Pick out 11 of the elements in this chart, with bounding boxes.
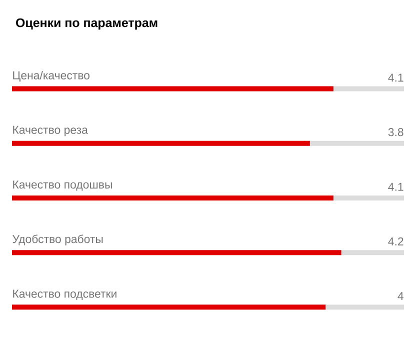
data-label: 4 [398, 292, 404, 300]
data-label: 4.1 [388, 74, 404, 82]
y-tick-label: Удобство работы [12, 234, 103, 246]
data-label: 3.8 [388, 128, 404, 136]
y-tick-label: Цена/качество [13, 70, 90, 82]
y-tick-label: Качество подсветки [13, 290, 116, 300]
data-label: 4.1 [388, 182, 404, 191]
chart-title: Оценки по параметрам [16, 18, 158, 30]
y-tick-label: Качество реза [13, 126, 88, 136]
data-label: 4.2 [388, 237, 404, 246]
y-tick-label: Качество подошвы [13, 180, 112, 191]
